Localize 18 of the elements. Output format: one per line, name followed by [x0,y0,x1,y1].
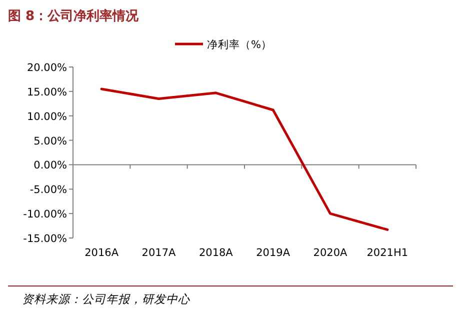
x-tick-label: 2018A [198,247,234,259]
chart-title: 图 8：公司净利率情况 [8,8,140,24]
x-tick-label: 2021H1 [366,247,408,259]
y-tick-label: -10.00% [23,208,68,221]
y-tick-label: 20.00% [26,62,68,74]
y-tick-label: -15.00% [23,233,68,245]
x-tick-label: 2017A [142,247,177,259]
y-tick-label: 15.00% [26,86,68,98]
x-tick-label: 2019A [256,247,291,259]
text: 资料来源：公司年报，研发中心 [22,292,191,306]
y-tick-label: 0.00% [34,160,68,172]
line-series [100,88,389,231]
y-tick-label: -5.00% [30,184,68,196]
y-tick-label: 10.00% [26,110,68,123]
x-tick-label: 2020A [313,247,348,259]
x-tick-label: 2016A [84,247,120,259]
y-tick-label: 5.00% [34,135,68,148]
legend-label: 净利率（%） [207,38,272,51]
